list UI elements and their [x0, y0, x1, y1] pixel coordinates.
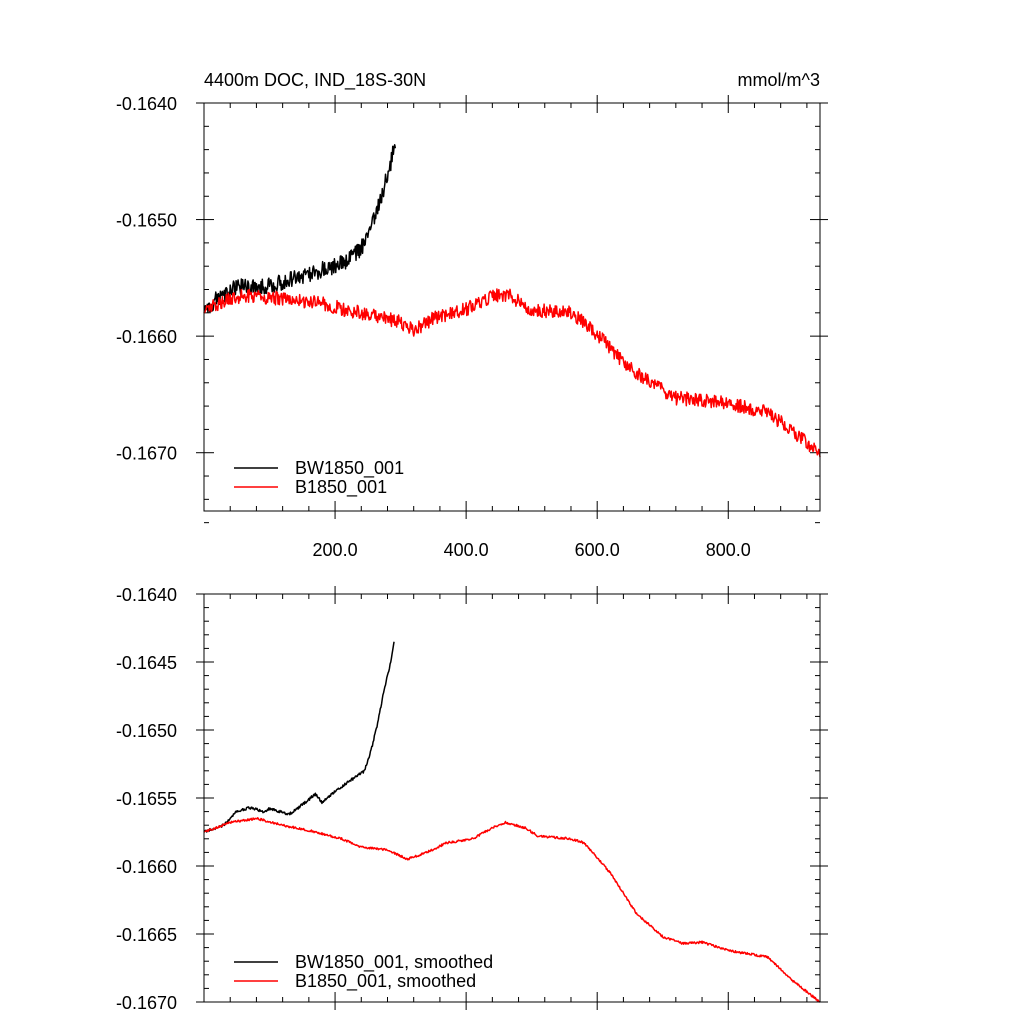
plot-frame: [203, 593, 821, 1003]
tick-labels: 200.0 400.0 600.0 800.0 -0.1640 -0.1650 -0.166…: [116, 94, 751, 560]
plot-frame: [203, 102, 821, 512]
tick-labels: -0.1640 -0.1645 -0.1650 -0.1655 -0.1660 -0.16…: [116, 585, 177, 1013]
bottom-panel: -0.1640 -0.1645 -0.1650 -0.1655 -0.1660 -0.16…: [116, 585, 828, 1013]
x-tick-label: 400.0: [444, 540, 489, 560]
x-tick-label: 800.0: [706, 540, 751, 560]
y-tick-label: -0.1640: [116, 94, 177, 114]
series-line: [203, 641, 395, 833]
top-panel: 4400m DOC, IND_18S-30N mmol/m^3 200.0 400…: [116, 70, 828, 560]
y-tick-label: -0.1670: [116, 993, 177, 1013]
y-tick-label: -0.1665: [116, 925, 177, 945]
y-tick-label: -0.1645: [116, 653, 177, 673]
legend-label: BW1850_001: [295, 458, 404, 479]
legend-label: B1850_001, smoothed: [295, 971, 476, 992]
y-tick-label: -0.1655: [116, 789, 177, 809]
y-tick-label: -0.1660: [116, 857, 177, 877]
series-line: [203, 144, 397, 314]
x-tick-label: 200.0: [313, 540, 358, 560]
x-tick-label: 600.0: [575, 540, 620, 560]
legend-label: B1850_001: [295, 477, 387, 498]
data-lines: [203, 144, 821, 458]
axis-ticks: [196, 95, 828, 524]
chart-title: 4400m DOC, IND_18S-30N: [204, 70, 426, 91]
data-lines: [203, 641, 821, 1003]
y-tick-label: -0.1640: [116, 585, 177, 605]
y-tick-label: -0.1650: [116, 721, 177, 741]
y-tick-label: -0.1660: [116, 327, 177, 347]
y-tick-label: -0.1670: [116, 444, 177, 464]
y-tick-label: -0.1650: [116, 211, 177, 231]
series-line: [203, 288, 821, 458]
legend-label: BW1850_001, smoothed: [295, 952, 493, 973]
axis-ticks: [196, 586, 828, 1010]
series-line: [203, 817, 821, 1003]
units-label: mmol/m^3: [738, 70, 820, 90]
